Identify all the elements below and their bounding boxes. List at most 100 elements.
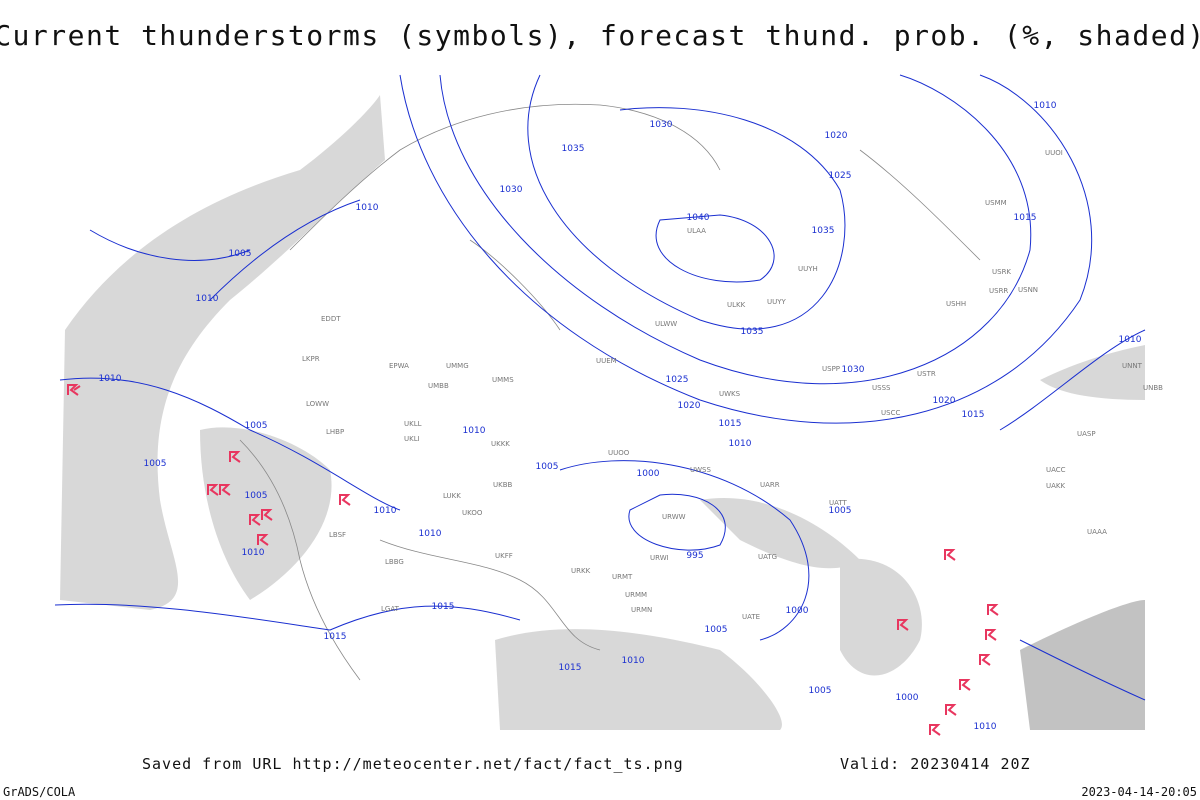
isobar-label: 1015 <box>962 410 985 420</box>
station-code: URMM <box>625 591 647 599</box>
isobar-label: 1030 <box>500 185 523 195</box>
isobar-labels: 1030 1020 1035 1025 1030 1040 1035 1010 1005 1010… <box>99 101 1142 732</box>
isobar-label: 1030 <box>842 365 865 375</box>
source-url: Saved from URL http://meteocenter.net/fa… <box>142 755 684 773</box>
isobar-label: 1030 <box>650 120 673 130</box>
station-code: UKLL <box>404 420 422 428</box>
isobar-label: 1005 <box>245 421 268 431</box>
station-code: UMBB <box>428 382 449 390</box>
station-code: UKBB <box>493 481 513 489</box>
isobar-label: 1010 <box>974 722 997 732</box>
station-code: UWSS <box>690 466 711 474</box>
station-code: USMM <box>985 199 1007 207</box>
station-code: USSS <box>872 384 891 392</box>
isobar-label: 1010 <box>99 374 122 384</box>
station-code: UUEM <box>596 357 617 365</box>
station-code: UUOI <box>1045 149 1063 157</box>
station-code: UKFF <box>495 552 513 560</box>
isobar-label: 1015 <box>432 602 455 612</box>
station-code: UATT <box>829 499 848 507</box>
isobar-label: 1015 <box>1014 213 1037 223</box>
isobar-label: 1020 <box>678 401 701 411</box>
valid-time: Valid: 20230414 20Z <box>840 755 1031 773</box>
isobar-label: 1010 <box>463 426 486 436</box>
isobar-label: 1010 <box>196 294 219 304</box>
map-area: 1030 1020 1035 1025 1030 1040 1035 1010 1005 1010… <box>54 72 1163 736</box>
station-code: URWW <box>662 513 686 521</box>
isobar-label: 995 <box>686 551 703 561</box>
map-title: Current thunderstorms (symbols), forecas… <box>0 19 1200 52</box>
station-code: UAKK <box>1046 482 1066 490</box>
station-code: USTR <box>917 370 936 378</box>
isobar-label: 1005 <box>144 459 167 469</box>
station-code: ULAA <box>687 227 706 235</box>
station-code: UUYH <box>798 265 818 273</box>
isobar-label: 1010 <box>622 656 645 666</box>
isobar-label: 1015 <box>719 419 742 429</box>
station-code: USPP <box>822 365 840 373</box>
isobar-label: 1010 <box>729 439 752 449</box>
station-code: URKK <box>571 567 591 575</box>
station-code: LOWW <box>306 400 329 408</box>
timestamp: 2023-04-14-20:05 <box>1081 785 1197 799</box>
software-credit: GrADS/COLA <box>3 785 76 799</box>
coastlines <box>239 103 981 681</box>
station-code: USHH <box>946 300 966 308</box>
station-code: UKKK <box>491 440 510 448</box>
station-code: UMMS <box>492 376 514 384</box>
station-code: UWKS <box>719 390 741 398</box>
isobar-label: 1000 <box>786 606 809 616</box>
station-code: UATE <box>742 613 760 621</box>
isobar-label: 1005 <box>536 462 559 472</box>
station-code: LBBG <box>385 558 404 566</box>
isobar-label: 1025 <box>829 171 852 181</box>
isobar-label: 1010 <box>374 506 397 516</box>
station-code: URMN <box>631 606 652 614</box>
station-code: UASP <box>1077 430 1096 438</box>
isobar-label: 1005 <box>245 491 268 501</box>
station-code: UARR <box>760 481 780 489</box>
station-code: ULWW <box>655 320 677 328</box>
station-code: USRR <box>989 287 1008 295</box>
station-code: URMT <box>612 573 633 581</box>
isobar-label: 1035 <box>741 327 764 337</box>
station-code: LBSF <box>329 531 346 539</box>
isobar-label: 1005 <box>705 625 728 635</box>
station-code: UNNT <box>1122 362 1143 370</box>
isobar-label: 1015 <box>559 663 582 673</box>
station-code: EPWA <box>389 362 409 370</box>
isobar-label: 1000 <box>896 693 919 703</box>
station-code: UMMG <box>446 362 469 370</box>
isobar-label: 1035 <box>562 144 585 154</box>
isobar-label: 1035 <box>812 226 835 236</box>
station-code: UNBB <box>1143 384 1163 392</box>
station-code: ULKK <box>727 301 746 309</box>
isobar-label: 1010 <box>356 203 379 213</box>
station-code: EDDT <box>321 315 341 323</box>
isobar-label: 1010 <box>419 529 442 539</box>
isobars <box>54 74 1146 701</box>
isobar-label: 1005 <box>829 506 852 516</box>
station-code: USCC <box>881 409 900 417</box>
isobar-label: 1005 <box>809 686 832 696</box>
probability-shading <box>60 95 1145 730</box>
isobar-label: 1010 <box>1034 101 1057 111</box>
isobar-label: 1005 <box>229 249 252 259</box>
station-code: UAAA <box>1087 528 1107 536</box>
station-code: LUKK <box>443 492 461 500</box>
station-code: URWI <box>650 554 669 562</box>
isobar-label: 1015 <box>324 632 347 642</box>
station-code: LKPR <box>302 355 320 363</box>
isobar-label: 1020 <box>825 131 848 141</box>
isobar-label: 1025 <box>666 375 689 385</box>
station-code: UKOO <box>462 509 483 517</box>
station-codes: ULAA UUYH ULKK UUYY ULWW UUEM UWKS UUOO UWSS UARR… <box>302 149 1163 621</box>
isobar-label: 1010 <box>1119 335 1142 345</box>
station-code: UATG <box>758 553 777 561</box>
station-code: USRK <box>992 268 1011 276</box>
isobar-label: 1020 <box>933 396 956 406</box>
isobar-label: 1000 <box>637 469 660 479</box>
station-code: USNN <box>1018 286 1038 294</box>
thunderstorm-symbols <box>67 384 999 736</box>
